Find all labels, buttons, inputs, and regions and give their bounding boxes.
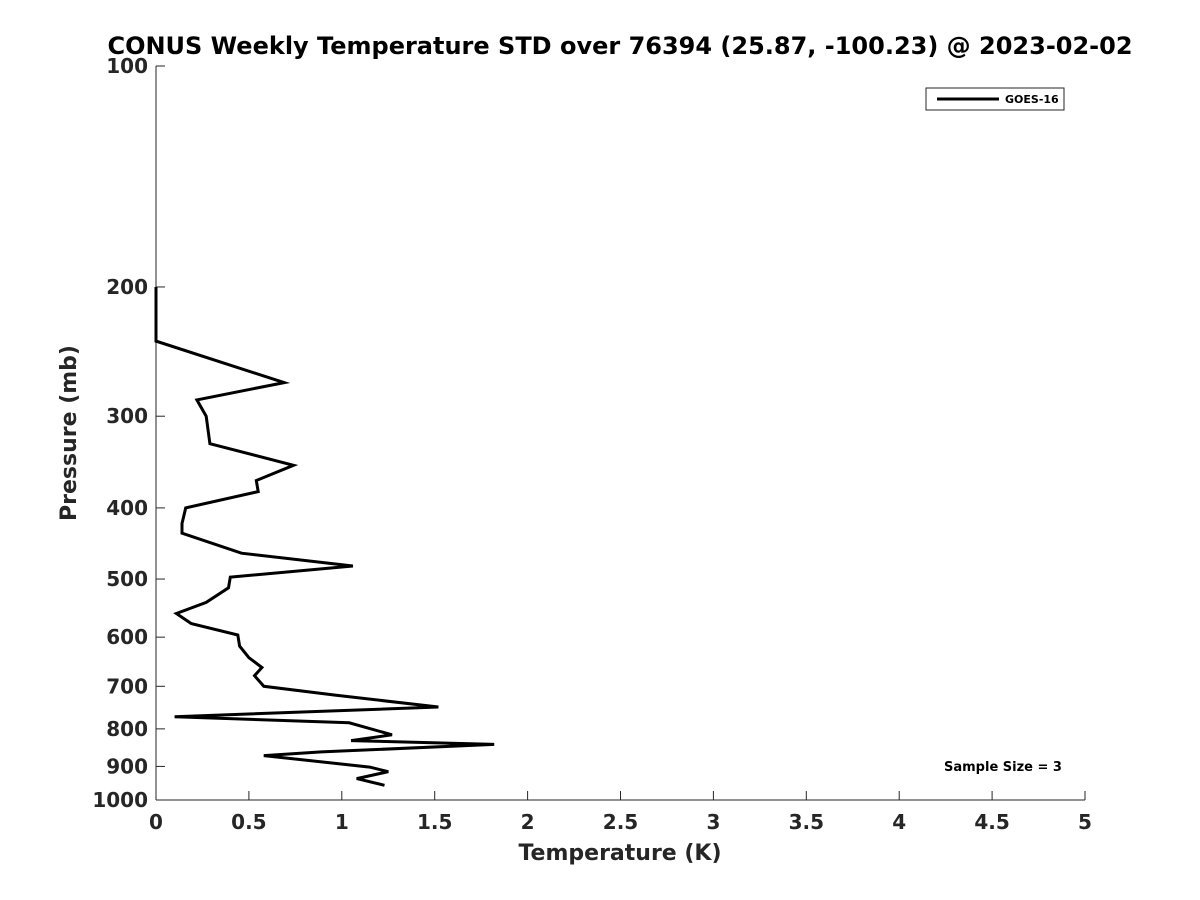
series-group — [154, 287, 495, 787]
x-tick-label: 0 — [149, 810, 163, 834]
x-tick-label: 5 — [1078, 810, 1092, 834]
y-ticks: 100 200 300 400 500 600 700 800 900 1000 — [92, 54, 165, 812]
x-tick-label: 3.5 — [789, 810, 824, 834]
x-tick-label: 4.5 — [974, 810, 1009, 834]
x-axis-title: Temperature (K) — [518, 841, 721, 866]
x-tick-label: 4 — [892, 810, 906, 834]
y-tick-label: 700 — [106, 674, 148, 698]
y-axis-title: Pressure (mb) — [57, 345, 82, 521]
x-tick-label: 2 — [521, 810, 535, 834]
x-tick-label: 2.5 — [603, 810, 638, 834]
y-tick-label: 500 — [106, 567, 148, 591]
series-line-goes-16 — [154, 287, 495, 787]
x-tick-label: 3 — [706, 810, 720, 834]
y-tick-label: 400 — [106, 496, 148, 520]
legend[interactable]: GOES-16 — [925, 87, 1065, 111]
y-tick-label: 100 — [106, 54, 148, 78]
y-tick-label: 600 — [106, 625, 148, 649]
y-tick-label: 900 — [106, 754, 148, 778]
chart-title: CONUS Weekly Temperature STD over 76394 … — [107, 32, 1132, 60]
y-tick-label: 200 — [106, 275, 148, 299]
x-tick-label: 0.5 — [231, 810, 266, 834]
sample-size-annotation: Sample Size = 3 — [944, 760, 1062, 775]
y-tick-label: 1000 — [92, 788, 148, 812]
y-tick-label: 300 — [106, 404, 148, 428]
y-tick-label: 800 — [106, 717, 148, 741]
legend-label-goes-16: GOES-16 — [1005, 93, 1059, 106]
x-tick-label: 1 — [335, 810, 349, 834]
x-ticks: 0 0.5 1 1.5 2 2.5 3 3.5 4 4.5 5 — [149, 791, 1092, 834]
x-tick-label: 1.5 — [417, 810, 452, 834]
